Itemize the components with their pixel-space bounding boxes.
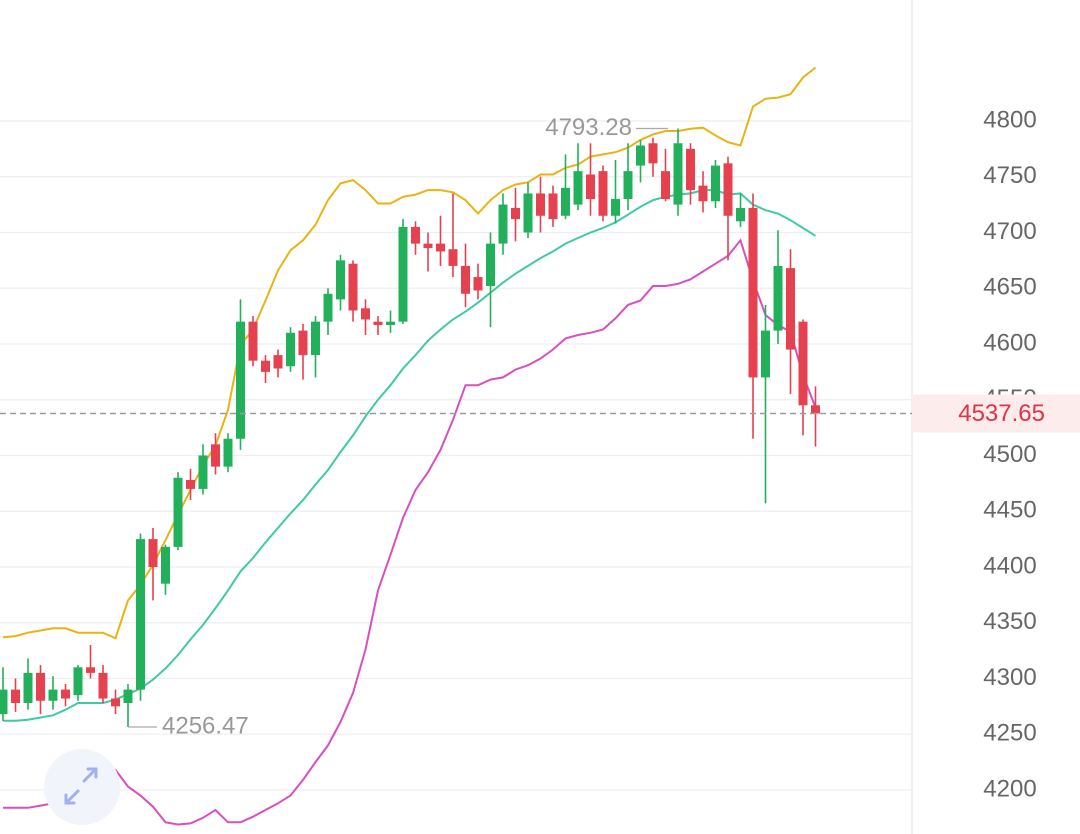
candle-body — [698, 185, 708, 202]
candle-body — [436, 243, 445, 252]
candle-body — [786, 268, 795, 350]
candle-body — [548, 193, 558, 220]
candle-body — [23, 672, 33, 703]
candle-body — [598, 171, 608, 216]
plot-area: 4793.28 4256.47 — [0, 66, 912, 826]
band-line — [3, 238, 817, 826]
candle-body — [198, 455, 208, 489]
candle-body — [498, 204, 508, 244]
candle-body — [461, 265, 470, 294]
candle-body — [48, 689, 58, 701]
candle-body — [711, 165, 720, 202]
candle-body — [723, 163, 733, 216]
last-price-label: 4537.65 — [958, 400, 1045, 427]
candle-body — [136, 539, 145, 690]
y-tick-label: 4250 — [983, 720, 1036, 747]
y-tick-label: 4700 — [983, 218, 1036, 245]
candle-body — [673, 143, 683, 205]
y-tick-label: 4800 — [983, 106, 1036, 133]
candle-body — [61, 689, 70, 699]
candle-body — [186, 479, 195, 489]
last-price-box — [912, 394, 1080, 433]
y-tick-label: 4300 — [983, 664, 1036, 691]
candle-body — [448, 249, 458, 266]
candle-body — [486, 243, 495, 286]
y-tick-label: 4350 — [983, 608, 1036, 635]
expand-icon[interactable] — [64, 767, 98, 805]
y-tick-label: 4600 — [983, 329, 1036, 356]
y-tick-label: 4750 — [983, 162, 1036, 189]
candle-body — [123, 689, 133, 703]
candle-body — [373, 321, 383, 326]
candle-body — [811, 405, 820, 414]
candle-body — [73, 667, 83, 696]
candle-body — [336, 260, 345, 300]
candle-body — [773, 265, 783, 331]
expand-button-bg[interactable] — [44, 749, 120, 825]
candle-body — [98, 672, 108, 699]
candle-body — [561, 187, 570, 216]
candle-body — [686, 148, 695, 191]
y-tick-label: 4200 — [983, 775, 1036, 802]
candle-body — [636, 145, 645, 166]
candle-body — [36, 672, 45, 701]
candle-body — [111, 698, 120, 707]
candle-body — [286, 332, 295, 367]
candle-body — [0, 689, 8, 715]
candle-body — [361, 308, 370, 320]
candle-body — [348, 263, 358, 311]
candle-body — [236, 321, 245, 439]
candle-body — [536, 193, 545, 216]
candle-body — [473, 277, 483, 291]
y-tick-label: 4650 — [983, 274, 1036, 301]
candle-body — [86, 667, 95, 673]
candle-body — [511, 207, 520, 220]
candle-body — [573, 171, 583, 205]
candle-body — [623, 171, 633, 200]
candle-body — [523, 193, 533, 233]
candle-body — [661, 171, 670, 200]
candle-body — [311, 321, 320, 356]
max-label: 4793.28 — [545, 114, 632, 141]
candle-body — [273, 355, 283, 369]
candle-body — [211, 444, 220, 467]
candle-body — [386, 321, 395, 326]
candle-body — [298, 330, 308, 356]
candle-body — [148, 539, 158, 567]
price-axis: 4200425043004350440044504500455046004650… — [912, 106, 1080, 802]
candle-body — [761, 330, 770, 378]
candle-body — [423, 243, 433, 249]
y-tick-label: 4400 — [983, 552, 1036, 579]
grid — [0, 120, 912, 791]
y-tick-label: 4500 — [983, 441, 1036, 468]
candle-body — [648, 143, 658, 164]
candle-body — [798, 321, 808, 406]
expand-button[interactable] — [44, 749, 120, 825]
candle-body — [611, 199, 620, 216]
candle-body — [11, 689, 20, 703]
candle-body — [248, 321, 258, 361]
candle-body — [736, 207, 745, 222]
y-tick-label: 4450 — [983, 497, 1036, 524]
candle-body — [223, 438, 233, 467]
candle-body — [161, 546, 170, 584]
candle-body — [398, 226, 408, 322]
candle-body — [173, 477, 183, 547]
min-label: 4256.47 — [162, 712, 249, 739]
candle-body — [323, 293, 333, 322]
candle-body — [261, 360, 270, 372]
candle-body — [748, 207, 758, 378]
candle-body — [586, 174, 595, 200]
candle-body — [411, 226, 420, 244]
